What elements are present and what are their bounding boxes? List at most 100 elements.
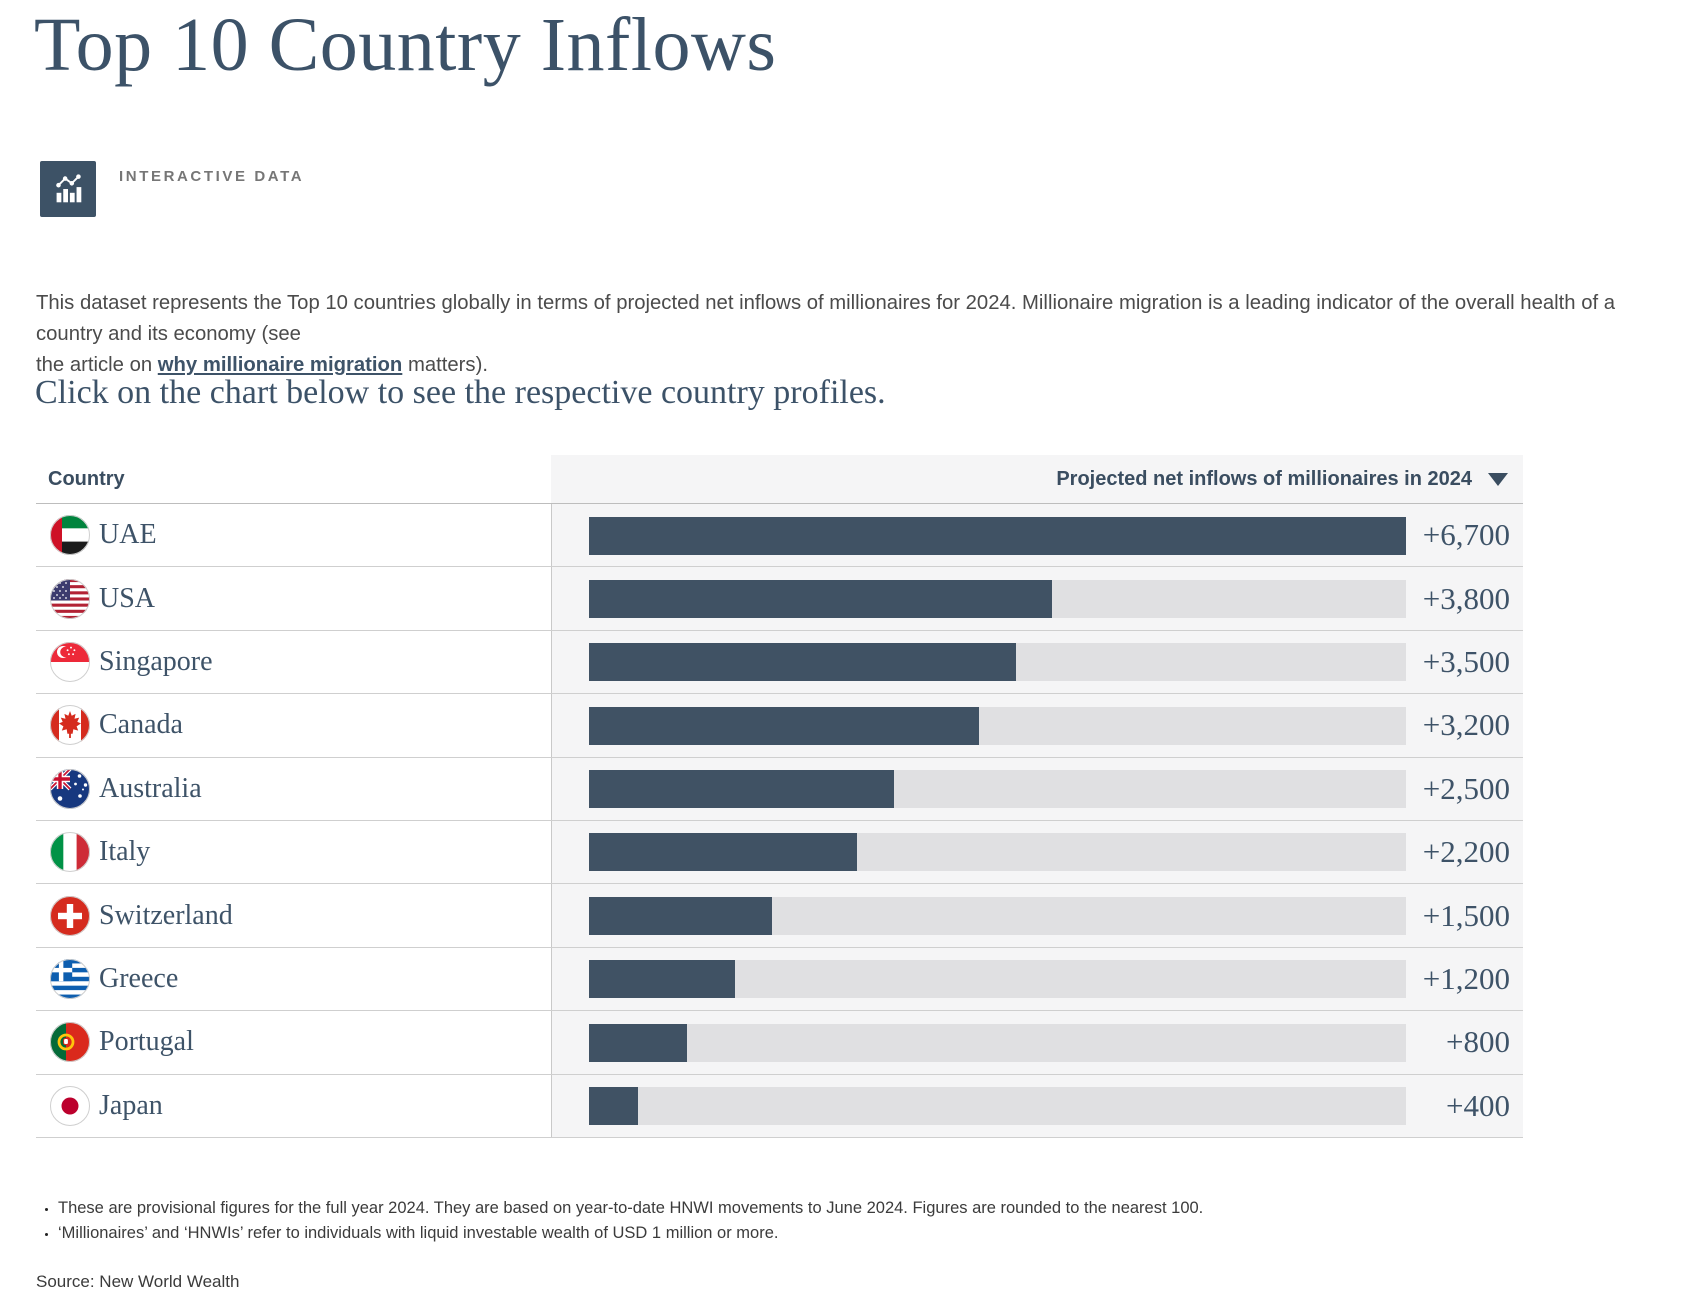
inflow-bar-track [589, 579, 1406, 618]
source-note: Source: New World Wealth [36, 1272, 240, 1291]
usa-flag-icon [50, 578, 90, 619]
table-row-singapore[interactable]: Singapore +3,500 [36, 630, 1523, 695]
bar-cell: +800 [551, 1011, 1523, 1074]
italy-flag-icon [50, 832, 90, 873]
page-title: Top 10 Country Inflows [34, 3, 777, 87]
inflow-value: +3,500 [1422, 643, 1510, 679]
bar-cell: +1,200 [551, 947, 1523, 1011]
inflow-bar[interactable] [589, 960, 736, 999]
inflow-bar[interactable] [589, 1023, 687, 1062]
country-cell: Australia [36, 757, 551, 820]
interactive-data-badge: INTERACTIVE DATA [40, 161, 304, 217]
singapore-flag-icon [50, 641, 90, 682]
inflow-value: +1,500 [1422, 897, 1510, 933]
canada-flag-icon [50, 705, 90, 746]
inflow-bar[interactable] [589, 643, 1016, 682]
country-name: UAE [99, 519, 157, 551]
footnotes: These are provisional figures for the fu… [38, 1198, 1203, 1248]
country-cell: Greece [36, 947, 551, 1011]
country-cell: Singapore [36, 630, 551, 694]
inflow-bar-track [589, 770, 1406, 809]
country-name: Canada [99, 709, 183, 741]
inflow-value: +2,500 [1422, 770, 1510, 806]
inflow-bar[interactable] [589, 706, 980, 745]
inflow-value: +1,200 [1422, 960, 1510, 996]
country-name: Portugal [99, 1026, 194, 1058]
country-name: Japan [99, 1089, 163, 1121]
table-row-italy[interactable]: Italy +2,200 [36, 820, 1523, 885]
table-row-portugal[interactable]: Portugal +800 [36, 1011, 1523, 1075]
inflow-value: +400 [1446, 1087, 1510, 1123]
inflow-bar-track [589, 516, 1406, 555]
inflow-bar[interactable] [589, 516, 1406, 555]
column-header-value-label: Projected net inflows of millionaires in… [1056, 467, 1472, 490]
bar-cell: +2,200 [551, 820, 1523, 884]
inflow-value: +3,800 [1422, 580, 1510, 616]
millionaire-migration-link[interactable]: why millionaire migration [157, 354, 403, 376]
country-cell: Switzerland [36, 884, 551, 947]
column-header-country: Country [36, 455, 551, 503]
table-row-uae[interactable]: UAE +6,700 [36, 504, 1523, 568]
inflow-value: +3,200 [1422, 707, 1510, 743]
australia-flag-icon [50, 768, 90, 809]
country-name: Australia [99, 772, 202, 804]
intro-line1: This dataset represents the Top 10 count… [36, 292, 1616, 345]
bar-cell: +6,700 [551, 504, 1523, 567]
portugal-flag-icon [50, 1022, 90, 1063]
inflow-bar-track [589, 960, 1406, 999]
country-name: Switzerland [99, 899, 233, 931]
country-name: USA [99, 582, 156, 614]
chart-instruction-heading: Click on the chart below to see the resp… [35, 374, 886, 411]
bar-cell: +3,800 [551, 567, 1523, 630]
japan-flag-icon [50, 1085, 90, 1126]
country-cell: Portugal [36, 1011, 551, 1074]
bar-cell: +1,500 [551, 884, 1523, 947]
inflow-bar[interactable] [589, 770, 894, 809]
inflow-bar[interactable] [589, 896, 772, 935]
inflow-bar-track [589, 706, 1406, 745]
country-cell: Canada [36, 694, 551, 757]
interactive-data-label: INTERACTIVE DATA [119, 168, 305, 185]
inflow-value: +2,200 [1422, 834, 1510, 870]
country-cell: Italy [36, 820, 551, 884]
column-header-value[interactable]: Projected net inflows of millionaires in… [551, 455, 1523, 503]
intro-line2-after: matters). [402, 354, 488, 376]
intro-paragraph: This dataset represents the Top 10 count… [36, 288, 1671, 381]
inflow-bar-track [589, 833, 1406, 872]
inflow-bar-track [589, 896, 1406, 935]
inflows-table: Country Projected net inflows of million… [36, 455, 1523, 1138]
table-row-canada[interactable]: Canada +3,200 [36, 694, 1523, 758]
country-cell: UAE [36, 504, 551, 567]
greece-flag-icon [50, 958, 90, 999]
inflow-value: +800 [1446, 1024, 1510, 1060]
inflow-bar-track [589, 1087, 1406, 1126]
bar-cell: +2,500 [551, 757, 1523, 820]
country-cell: Japan [36, 1074, 551, 1137]
sort-descending-icon[interactable] [1488, 472, 1508, 486]
bar-cell: +400 [551, 1074, 1523, 1137]
table-row-australia[interactable]: Australia +2,500 [36, 757, 1523, 821]
country-name: Greece [99, 962, 179, 994]
inflow-bar-track [589, 1023, 1406, 1062]
country-name: Singapore [99, 645, 213, 677]
table-row-greece[interactable]: Greece +1,200 [36, 947, 1523, 1012]
table-row-japan[interactable]: Japan +400 [36, 1074, 1523, 1138]
footnote-item: These are provisional figures for the fu… [58, 1198, 1203, 1218]
switzerland-flag-icon [50, 895, 90, 936]
inflow-bar[interactable] [589, 579, 1053, 618]
country-name: Italy [99, 836, 151, 868]
uae-flag-icon [50, 515, 90, 556]
interactive-data-icon [40, 161, 96, 217]
inflow-value: +6,700 [1422, 517, 1510, 553]
inflow-bar[interactable] [589, 1087, 638, 1126]
inflow-bar[interactable] [589, 833, 858, 872]
table-header-row: Country Projected net inflows of million… [36, 455, 1523, 504]
inflow-bar-track [589, 643, 1406, 682]
footnote-item: ‘Millionaires’ and ‘HNWIs’ refer to indi… [58, 1223, 1203, 1243]
table-row-usa[interactable]: USA +3,800 [36, 567, 1523, 631]
country-cell: USA [36, 567, 551, 630]
table-row-switzerland[interactable]: Switzerland +1,500 [36, 884, 1523, 948]
bar-cell: +3,200 [551, 694, 1523, 757]
bar-cell: +3,500 [551, 630, 1523, 694]
